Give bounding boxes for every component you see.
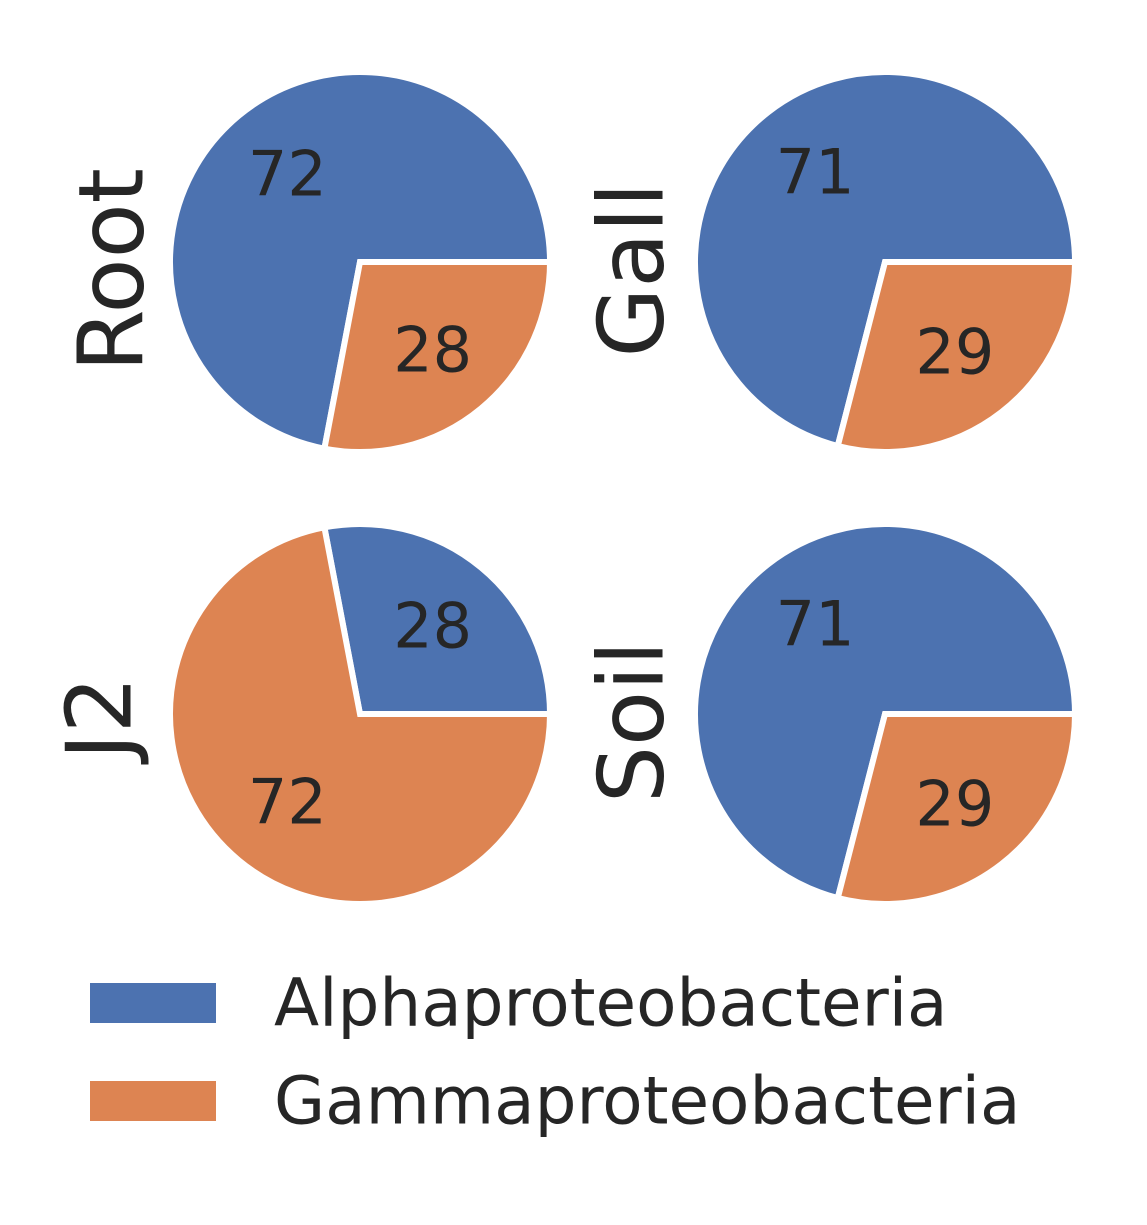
legend-label: Gammaproteobacteria [274, 1063, 1020, 1140]
pie-slice-gammaproteobacteria [320, 259, 554, 455]
slice-value-label: 28 [393, 590, 472, 663]
legend-entry: Gammaproteobacteria [90, 1063, 1020, 1140]
pie-gall: 71 29 Gall [580, 69, 1079, 455]
legend-entry: Alphaproteobacteria [90, 965, 948, 1042]
slice-value-label: 71 [776, 135, 855, 208]
slice-value-label: 29 [915, 316, 994, 389]
pie-j2: 28 72 J2 [48, 521, 554, 907]
legend-swatch [90, 983, 216, 1023]
pie-charts: 72 28 Root 71 29 Gall 28 72 J2 71 29 Soil [48, 69, 1079, 907]
legend-swatch [90, 1081, 216, 1121]
pie-ylabel: Soil [580, 641, 685, 803]
legend: Alphaproteobacteria Gammaproteobacteria [90, 965, 1020, 1140]
slice-value-label: 72 [248, 138, 327, 211]
slice-value-label: 72 [248, 765, 327, 838]
pie-slice-alphaproteobacteria [320, 521, 554, 717]
pie-soil: 71 29 Soil [580, 521, 1079, 907]
legend-label: Alphaproteobacteria [274, 965, 948, 1042]
pie-slice-gammaproteobacteria [834, 711, 1079, 907]
slice-value-label: 28 [393, 313, 472, 386]
pie-ylabel: Root [60, 168, 165, 372]
pie-ylabel: Gall [580, 183, 685, 358]
pie-ylabel: J2 [48, 676, 153, 765]
pie-slice-gammaproteobacteria [167, 523, 554, 907]
slice-value-label: 29 [915, 768, 994, 841]
slice-value-label: 71 [776, 587, 855, 660]
pie-slice-gammaproteobacteria [834, 259, 1079, 455]
pie-root: 72 28 Root [60, 69, 554, 455]
